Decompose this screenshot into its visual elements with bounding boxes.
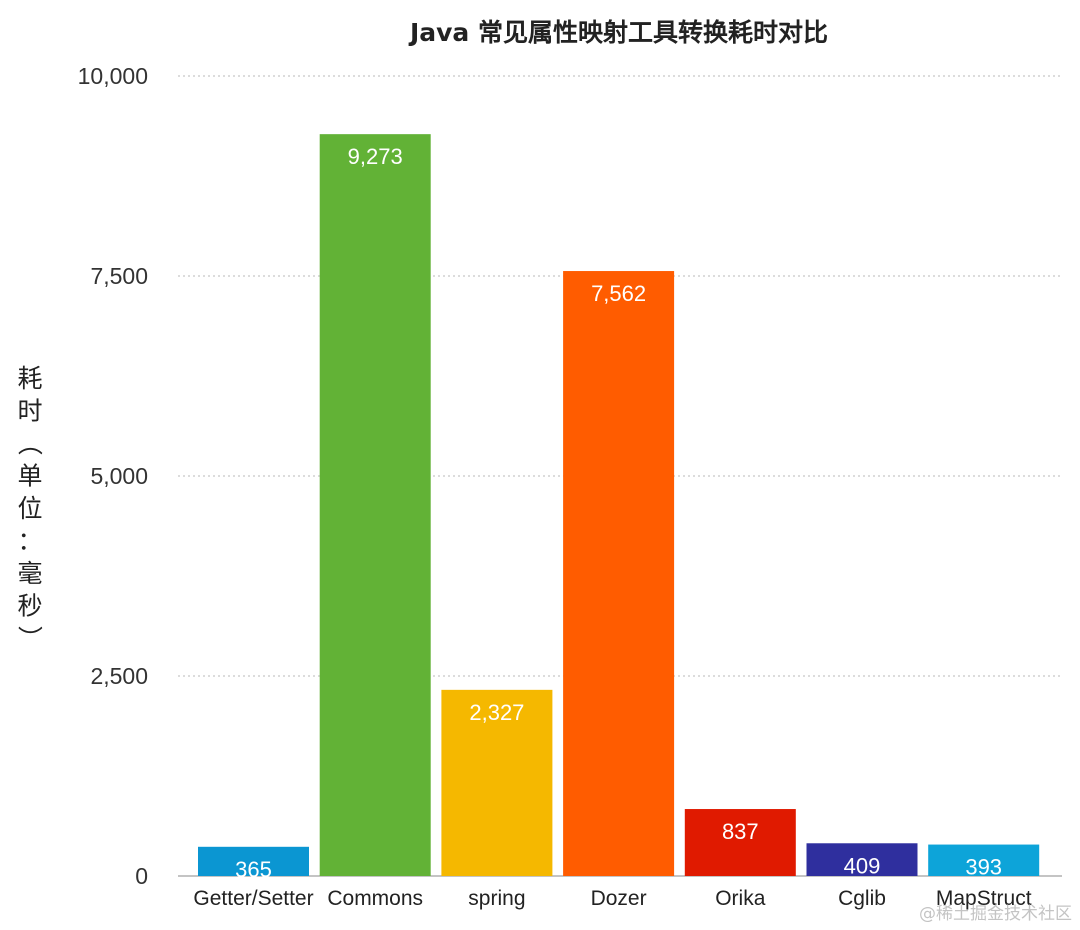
x-tick-label: Orika (715, 887, 765, 910)
data-label: 2,327 (469, 700, 524, 725)
watermark: @稀土掘金技术社区 (919, 904, 1072, 924)
y-tick-label: 2,500 (90, 663, 148, 689)
bar-orika (684, 809, 796, 876)
bar-getter-setter (198, 846, 309, 876)
data-labels: 365 9,273 2,327 7,562 837 409 393 (235, 144, 1002, 882)
bars (198, 134, 1040, 876)
bar-mapstruct (928, 844, 1040, 876)
y-axis-label: 耗时 （ 单位 ： 毫秒 ） (15, 364, 44, 651)
x-tick-label: Commons (327, 887, 423, 910)
data-label: 7,562 (591, 281, 646, 306)
bar-dozer (563, 271, 675, 876)
y-axis-label-char: ） (15, 625, 44, 650)
data-label: 365 (235, 857, 272, 882)
y-axis-label-char: （ (15, 430, 44, 455)
y-axis-label-char: 秒 (17, 592, 42, 621)
data-label: 837 (722, 819, 759, 844)
x-tick-label: Cglib (838, 887, 886, 910)
data-label: 393 (965, 855, 1002, 880)
x-tick-label: Dozer (591, 887, 647, 910)
y-tick-label: 10,000 (78, 63, 148, 89)
y-axis-label-char: ： (17, 527, 42, 556)
data-label: 409 (844, 853, 881, 878)
y-axis-label-char: 毫 (17, 559, 42, 588)
y-axis-label-char: 单 (17, 462, 42, 491)
chart-title: Java 常见属性映射工具转换耗时对比 (408, 18, 828, 47)
data-label: 9,273 (348, 144, 403, 169)
bar-spring (441, 689, 553, 876)
y-tick-label: 7,500 (90, 263, 148, 289)
x-tick-label: Getter/Setter (193, 887, 313, 910)
y-tick-label: 0 (135, 863, 148, 889)
y-axis-label-char: 耗 (17, 364, 42, 393)
y-axis-label-char: 时 (17, 397, 42, 426)
x-tick-label: spring (468, 887, 525, 910)
bar-cglib (806, 843, 918, 876)
y-axis-ticks: 0 2,500 5,000 7,500 10,000 (78, 63, 148, 889)
y-axis-label-char: 位 (17, 494, 42, 523)
bar-commons (319, 134, 431, 876)
x-tick-label: MapStruct (936, 887, 1032, 910)
x-axis-ticks: Getter/Setter Commons spring Dozer Orika Cgli… (193, 887, 1031, 910)
y-tick-label: 5,000 (90, 463, 148, 489)
